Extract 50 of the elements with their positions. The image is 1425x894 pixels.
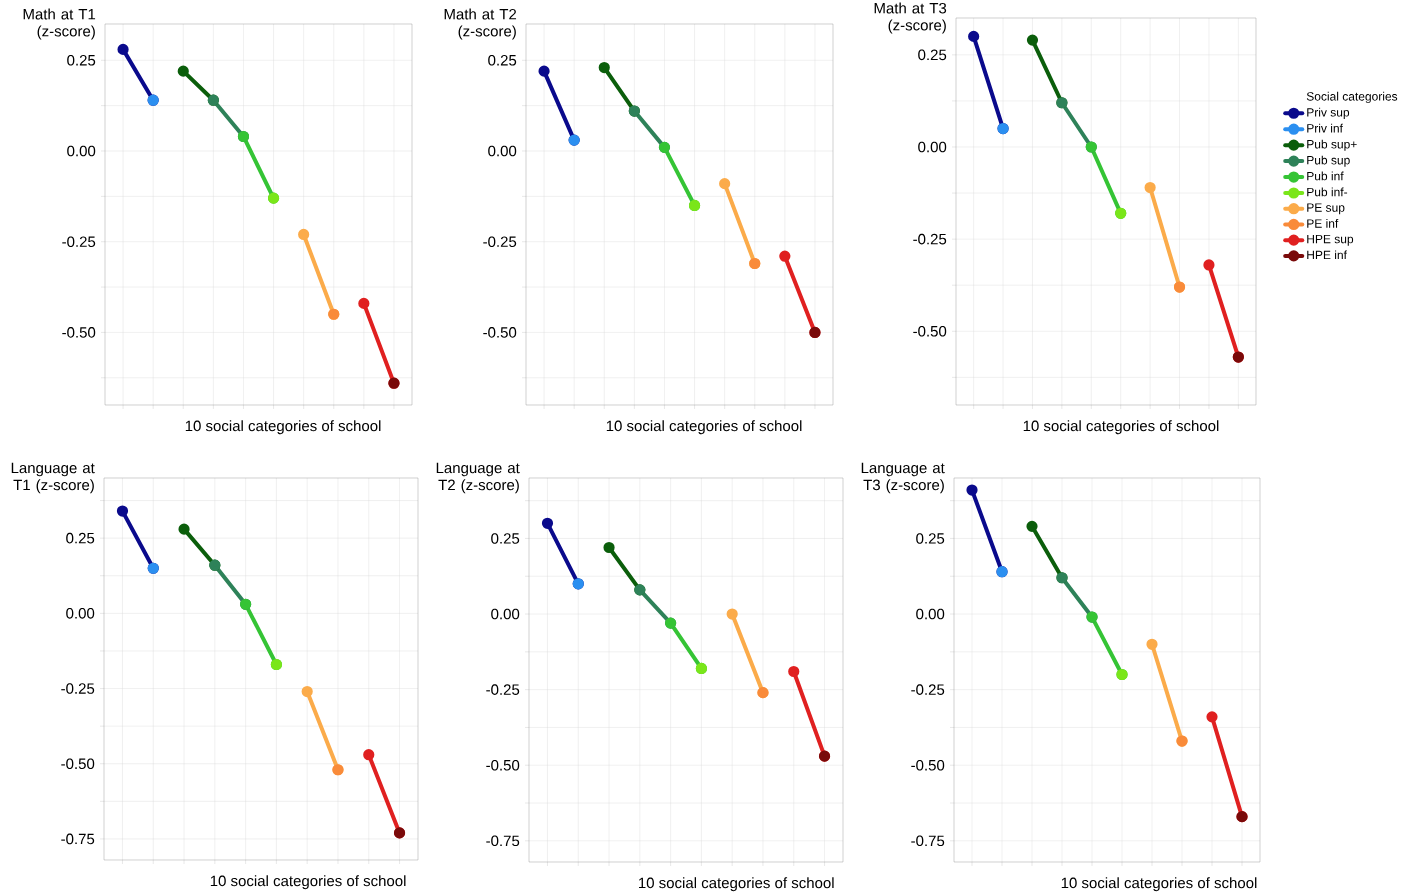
y-axis-title: Math at T1 (z-score) [23,8,96,40]
legend-label: Priv inf [1307,123,1343,133]
x-axis-title: 10 social categories of school [639,877,834,892]
y-axis-title: Language at T2 (z-score) [436,462,520,494]
y-tick-label: 0.25 [488,54,517,66]
y-axis-title: Math at T2 (z-score) [444,8,517,40]
legend-label: HPE sup [1307,234,1354,246]
y-tick-label: 0.00 [491,608,520,620]
y-tick-label: 0.25 [67,54,96,66]
y-tick-label: -0.25 [486,684,520,695]
y-tick-label: -0.50 [62,327,96,338]
legend-title: Social categories [1306,91,1398,104]
y-tick-label: 0.25 [491,533,520,544]
y-tick-label: -0.25 [61,683,95,694]
y-tick-label: 0.00 [916,608,945,620]
y-tick-label: -0.25 [483,236,517,248]
legend-label: Pub sup+ [1307,139,1357,151]
y-tick-label: 0.00 [488,145,517,157]
y-tick-label: 0.00 [918,141,947,153]
y-tick-label: -0.50 [483,327,517,338]
y-tick-label: 0.00 [67,145,96,157]
legend-label: PE inf [1307,218,1339,228]
y-tick-label: -0.75 [911,835,945,847]
legend-label: HPE inf [1307,250,1347,260]
y-axis-title: Language at T1 (z-score) [11,462,95,494]
y-tick-label: -0.25 [62,236,96,248]
x-axis-title: 10 social categories of school [606,420,802,435]
legend-label: Priv sup [1307,107,1350,119]
x-axis-title: 10 social categories of school [210,875,406,890]
y-tick-label: 0.25 [66,532,95,544]
y-tick-label: -0.50 [61,758,95,770]
legend-label: PE sup [1307,203,1345,215]
y-tick-label: -0.75 [486,835,520,847]
y-tick-label: 0.25 [916,533,945,544]
y-tick-label: -0.75 [61,833,95,845]
y-tick-label: -0.25 [913,233,947,245]
y-tick-label: 0.25 [918,49,947,61]
legend-label: Pub inf- [1307,187,1348,197]
y-axis-title: Language at T3 (z-score) [861,462,945,494]
y-tick-label: -0.50 [911,759,945,771]
y-tick-label: -0.50 [913,325,947,337]
y-tick-label: -0.25 [911,684,945,695]
y-tick-label: -0.50 [486,759,520,771]
x-axis-title: 10 social categories of school [1061,877,1257,892]
x-axis-title: 10 social categories of school [185,420,381,435]
y-axis-title: Math at T3 (z-score) [874,2,947,34]
y-tick-label: 0.00 [66,608,95,619]
x-axis-title: 10 social categories of school [1023,420,1219,435]
legend-label: Pub inf [1307,171,1344,181]
legend-label: Pub sup [1307,155,1350,167]
